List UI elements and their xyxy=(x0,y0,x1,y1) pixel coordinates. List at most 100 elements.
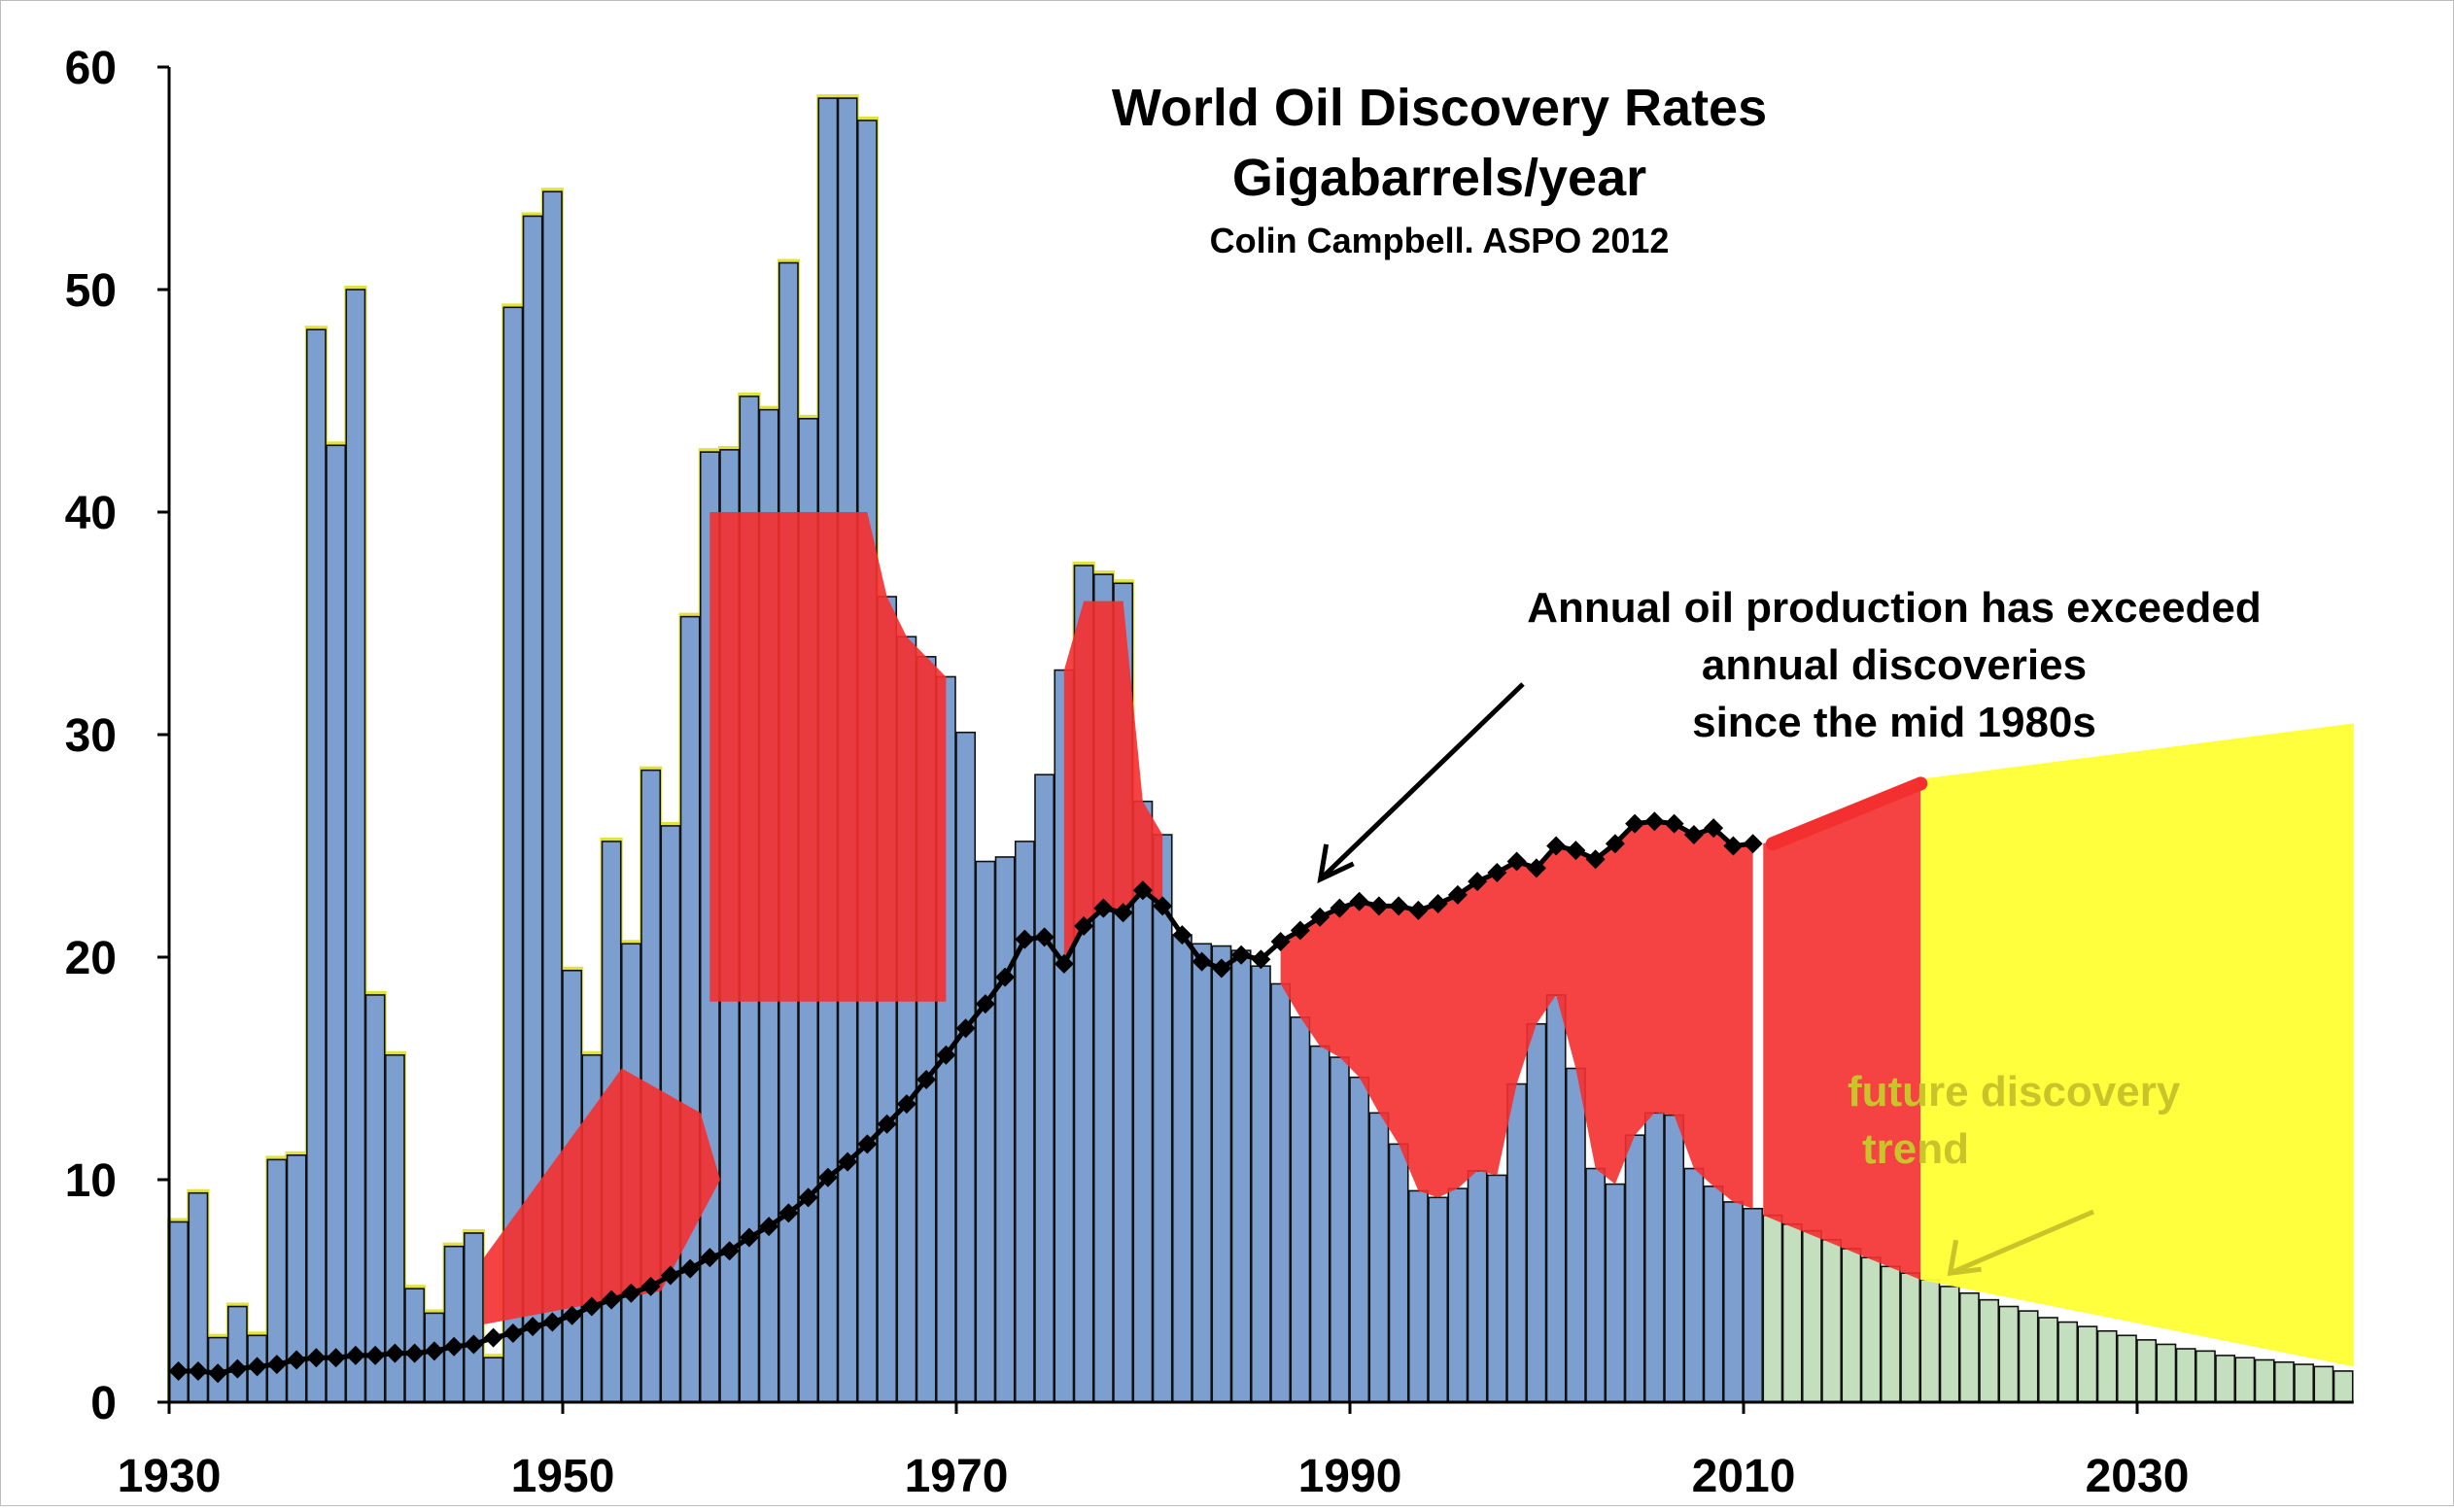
production-point-1969 xyxy=(936,1045,956,1065)
bar-1989 xyxy=(1329,1056,1350,1403)
projected-bar-2040 xyxy=(2333,1370,2354,1403)
annotation-arrow-future xyxy=(1949,1209,2094,1276)
projected-bar-2036 xyxy=(2254,1358,2275,1403)
production-point-1930 xyxy=(168,1360,189,1381)
annotation-arrowhead-production xyxy=(1317,843,1355,884)
y-tick-label-50: 50 xyxy=(65,265,117,317)
projected-bar-2032 xyxy=(2175,1348,2196,1403)
projected-bar-2034 xyxy=(2215,1355,2236,1403)
production-point-1965 xyxy=(857,1134,878,1154)
production-point-1943 xyxy=(424,1341,444,1361)
annotation-production-line1: Annual oil production has exceeded xyxy=(1527,584,2261,632)
production-point-1985 xyxy=(1251,949,1271,970)
bar-1939 xyxy=(345,289,366,1403)
bar-1999 xyxy=(1526,1022,1547,1403)
production-point-1935 xyxy=(266,1355,287,1375)
production-point-1987 xyxy=(1290,920,1310,941)
bar-2005 xyxy=(1643,1112,1665,1403)
y-tick-label-30: 30 xyxy=(65,710,117,762)
production-point-1984 xyxy=(1231,945,1252,965)
production-point-1961 xyxy=(778,1203,799,1223)
production-forecast-line xyxy=(1765,776,1928,851)
bar-1956 xyxy=(679,615,701,1403)
projected-bar-2011 xyxy=(1762,1214,1783,1403)
projected-bar-2022 xyxy=(1979,1298,2000,1403)
production-point-1998 xyxy=(1506,851,1527,872)
production-point-1994 xyxy=(1428,894,1448,914)
production-point-2004 xyxy=(1625,813,1645,834)
production-point-1938 xyxy=(326,1348,346,1368)
future-region-layer xyxy=(1920,723,2354,1367)
projected-bar-2013 xyxy=(1801,1229,1822,1403)
bar-2010 xyxy=(1743,1207,1764,1403)
bar-1988 xyxy=(1309,1045,1331,1403)
projected-bar-2021 xyxy=(1958,1291,1980,1403)
x-tick-label-1990: 1990 xyxy=(1298,1451,1402,1502)
bar-2006 xyxy=(1664,1114,1685,1403)
bar-1985 xyxy=(1250,965,1271,1403)
production-point-1970 xyxy=(955,1018,976,1039)
production-point-1997 xyxy=(1487,862,1507,882)
bar-1940 xyxy=(364,994,386,1403)
projected-bar-2014 xyxy=(1821,1239,1843,1403)
bar-1946 xyxy=(483,1357,504,1403)
projected-bar-2024 xyxy=(2018,1310,2039,1403)
red-region-1960s xyxy=(709,512,947,1002)
projected-bar-2017 xyxy=(1880,1265,1901,1403)
production-point-1949 xyxy=(542,1312,563,1332)
bar-1974 xyxy=(1034,773,1055,1403)
y-tick-label-0: 0 xyxy=(90,1378,117,1429)
production-point-2010 xyxy=(1743,834,1763,854)
bar-2008 xyxy=(1703,1186,1724,1403)
projected-bar-2027 xyxy=(2077,1325,2098,1403)
production-point-1966 xyxy=(877,1114,897,1134)
projected-bar-2015 xyxy=(1841,1248,1862,1403)
production-point-1963 xyxy=(817,1167,838,1187)
x-tick-label-1930: 1930 xyxy=(118,1451,222,1502)
projected-bar-2030 xyxy=(2136,1339,2158,1403)
production-point-1968 xyxy=(916,1069,937,1089)
production-point-1986 xyxy=(1270,931,1291,951)
production-point-1962 xyxy=(798,1187,818,1208)
chart-subtitle: Gigabarrels/year xyxy=(1232,149,1646,207)
production-point-2001 xyxy=(1566,841,1586,861)
x-tick-label-1950: 1950 xyxy=(511,1451,615,1502)
y-tick-label-20: 20 xyxy=(65,933,117,984)
bar-1997 xyxy=(1486,1174,1507,1403)
bar-1973 xyxy=(1014,841,1035,1403)
projected-bar-2038 xyxy=(2294,1363,2315,1403)
bar-1984 xyxy=(1230,949,1252,1403)
production-point-1940 xyxy=(365,1345,386,1365)
production-point-1989 xyxy=(1330,898,1350,918)
bar-2001 xyxy=(1565,1067,1586,1403)
bar-2002 xyxy=(1585,1167,1607,1403)
bar-1995 xyxy=(1447,1187,1469,1403)
bar-1937 xyxy=(305,328,327,1403)
projected-bar-2031 xyxy=(2156,1343,2177,1403)
production-point-1979 xyxy=(1132,880,1153,901)
production-point-1936 xyxy=(287,1350,307,1370)
production-point-1957 xyxy=(700,1248,720,1268)
red-region-projected xyxy=(1763,783,1921,1281)
production-point-1991 xyxy=(1368,896,1389,916)
bar-1944 xyxy=(443,1245,465,1403)
projected-bar-2025 xyxy=(2037,1317,2058,1403)
projected-bar-2020 xyxy=(1939,1286,1960,1403)
production-point-1967 xyxy=(896,1094,916,1115)
production-point-1937 xyxy=(306,1348,327,1368)
production-point-1953 xyxy=(621,1283,641,1303)
bar-2003 xyxy=(1605,1183,1626,1403)
production-point-1964 xyxy=(838,1151,858,1172)
bar-1982 xyxy=(1192,943,1213,1403)
production-point-1955 xyxy=(660,1265,680,1286)
projected-bar-2033 xyxy=(2195,1350,2216,1403)
production-point-2006 xyxy=(1664,813,1684,834)
production-point-1982 xyxy=(1192,951,1212,972)
red-highlight-layer xyxy=(484,512,1921,1324)
production-point-2003 xyxy=(1605,834,1625,854)
production-point-1978 xyxy=(1113,903,1133,923)
annotation-arrowhead-future xyxy=(1947,1239,1982,1277)
